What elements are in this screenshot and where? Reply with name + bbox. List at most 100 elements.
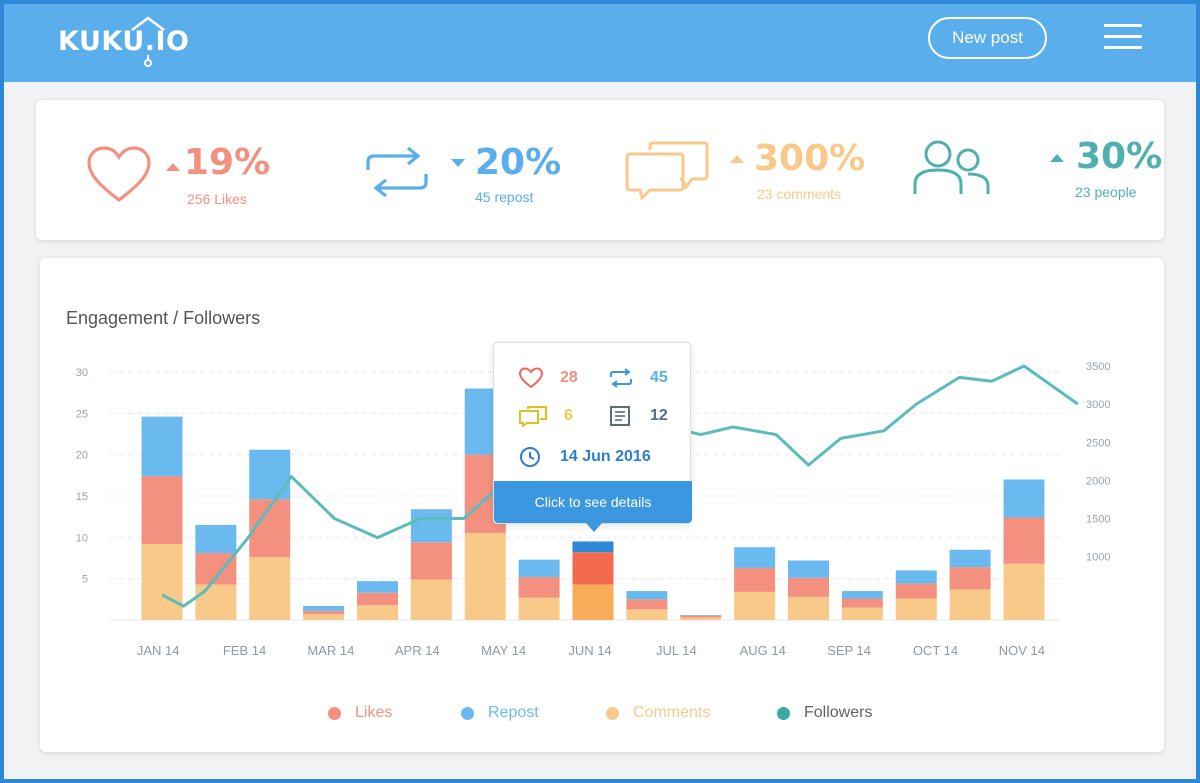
bar-repost (788, 560, 829, 578)
x-tick-label: JUL 14 (656, 643, 697, 658)
tooltip-reposts: 45 (608, 367, 668, 389)
bar-likes (572, 552, 614, 585)
bar-comments (518, 597, 560, 620)
tooltip-comments: 6 (518, 405, 573, 427)
bar-repost (626, 591, 668, 600)
bar-likes (518, 577, 560, 598)
bar-comments (734, 591, 776, 620)
chart-title: Engagement / Followers (66, 308, 261, 328)
bar-repost (1003, 479, 1045, 518)
tooltip-reposts-value: 45 (650, 369, 668, 386)
bar-repost (841, 591, 883, 599)
x-tick-label: OCT 14 (913, 643, 958, 658)
bar-repost (303, 605, 345, 611)
stat-people-sub: 23 people (1075, 184, 1137, 200)
stat-comments-sub: 23 comments (757, 186, 842, 202)
bar-likes (410, 542, 452, 580)
bar-repost (141, 416, 183, 477)
bar-comments (949, 589, 991, 620)
y-left-tick-label: 30 (76, 367, 88, 379)
y-left-tick-label: 20 (76, 450, 88, 462)
stat-repost-pct: 20% (475, 142, 562, 183)
bar-likes (949, 567, 991, 590)
x-tick-label: JAN 14 (137, 643, 180, 658)
x-tick-label: FEB 14 (223, 643, 266, 658)
y-left-tick-label: 15 (76, 491, 88, 503)
legend-followers[interactable]: Followers (777, 704, 872, 722)
y-left-tick-label: 5 (82, 574, 88, 586)
stat-people-pct: 30% (1076, 136, 1163, 177)
stat-comments-pct: 300% (754, 138, 866, 179)
tooltip-comments-value: 6 (564, 407, 573, 424)
bar-likes (788, 577, 829, 597)
engagement-chart: 30 25 20 15 10 5 3500 3000 2500 2000 1500 1000 JAN 1… (76, 361, 1111, 658)
bar-comments (464, 533, 506, 620)
x-tick-label: APR 14 (395, 643, 440, 658)
stat-likes: 19% 256 Likes (86, 100, 326, 240)
stat-people: 30% 23 people (912, 100, 1162, 240)
y-left-tick-label: 25 (76, 408, 88, 420)
bar-comments (410, 579, 452, 620)
trend-up-icon (1050, 154, 1064, 162)
tooltip-posts-value: 12 (650, 407, 668, 424)
legend-followers-label: Followers (804, 704, 873, 721)
x-tick-label: MAY 14 (481, 643, 526, 658)
bar-comments (626, 609, 668, 620)
bar-repost (895, 570, 937, 584)
repost-icon (610, 368, 632, 388)
people-icon (913, 140, 990, 194)
trend-up-icon (730, 155, 744, 163)
bar-likes (734, 567, 776, 592)
bar-likes (141, 476, 183, 544)
legend-comments-label: Comments (633, 704, 711, 721)
see-details-button[interactable]: Click to see details (494, 481, 692, 532)
repost-icon (366, 146, 428, 198)
legend-likes-swatch (328, 706, 341, 720)
legend-repost-swatch (461, 706, 474, 720)
bar-repost (249, 449, 291, 500)
bar-repost (518, 559, 560, 578)
bar-repost (357, 581, 398, 593)
x-tick-label: AUG 14 (740, 643, 786, 658)
bar-comments (357, 605, 398, 620)
trend-down-icon (451, 159, 465, 167)
stat-likes-sub: 256 Likes (187, 191, 247, 207)
chart-legend: Likes Repost Comments Followers (40, 698, 1164, 728)
new-post-button[interactable]: New post (928, 17, 1047, 59)
comments-icon (519, 406, 547, 427)
y-right-tick-label: 3500 (1086, 361, 1110, 373)
heart-icon (87, 146, 151, 203)
bar-repost (680, 615, 722, 616)
stat-repost-sub: 45 repost (475, 189, 534, 205)
bar-likes (680, 615, 722, 618)
comments-icon (625, 141, 709, 201)
stat-comments: 300% 23 comments (624, 100, 884, 240)
hamburger-menu-icon[interactable] (1104, 24, 1142, 50)
y-left-tick-label: 10 (76, 532, 88, 544)
legend-likes[interactable]: Likes (328, 704, 392, 722)
bar-comments (249, 557, 291, 620)
bar-comments (303, 614, 345, 620)
bar-likes (841, 598, 883, 608)
y-right-tick-label: 3000 (1086, 399, 1110, 411)
bar-likes (1003, 517, 1045, 564)
x-tick-label: JUN 14 (568, 643, 611, 658)
bar-repost (572, 541, 614, 553)
chart-tooltip[interactable]: 28 45 6 12 14 Jun 2016 Click to see deta… (493, 342, 692, 532)
legend-likes-label: Likes (355, 704, 393, 721)
y-right-tick-label: 1500 (1086, 514, 1110, 526)
legend-comments[interactable]: Comments (606, 704, 710, 722)
app-header: KUKU.IO New post (0, 0, 1200, 82)
bar-likes (895, 583, 937, 599)
bar-comments (572, 584, 614, 620)
clock-icon (520, 447, 540, 467)
legend-comments-swatch (606, 706, 619, 720)
tooltip-posts: 12 (608, 405, 668, 427)
logo[interactable]: KUKU.IO (58, 26, 190, 57)
bar-likes (303, 610, 345, 615)
legend-repost[interactable]: Repost (461, 704, 539, 722)
tooltip-likes: 28 (518, 367, 578, 389)
bar-likes (357, 592, 398, 606)
y-right-tick-label: 1000 (1086, 552, 1110, 564)
bar-comments (895, 598, 937, 620)
